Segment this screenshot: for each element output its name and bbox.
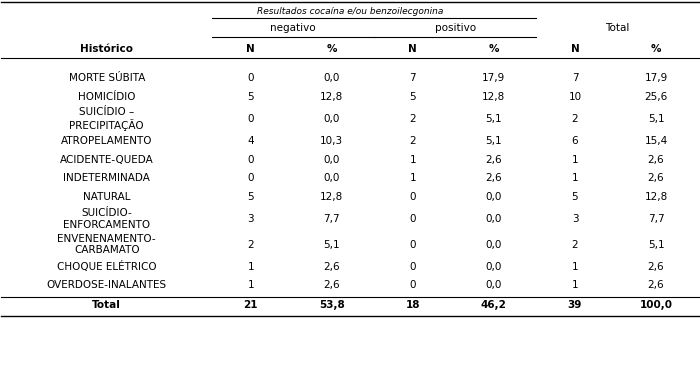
Text: 1: 1	[410, 155, 416, 165]
Text: 12,8: 12,8	[645, 192, 668, 202]
Text: 5: 5	[247, 192, 254, 202]
Text: 2: 2	[572, 240, 578, 250]
Text: 2,6: 2,6	[648, 155, 664, 165]
Text: 1: 1	[572, 173, 578, 183]
Text: 0: 0	[410, 240, 416, 250]
Text: OVERDOSE-INALANTES: OVERDOSE-INALANTES	[47, 280, 167, 290]
Text: SUICÍDIO-
ENFORCAMENTO: SUICÍDIO- ENFORCAMENTO	[63, 208, 150, 230]
Text: 2: 2	[410, 114, 416, 124]
Text: HOMICÍDIO: HOMICÍDIO	[78, 92, 136, 102]
Text: 12,8: 12,8	[320, 192, 344, 202]
Text: 18: 18	[405, 300, 420, 310]
Text: negativo: negativo	[270, 23, 316, 33]
Text: 1: 1	[572, 155, 578, 165]
Text: 0,0: 0,0	[486, 214, 502, 224]
Text: NATURAL: NATURAL	[83, 192, 130, 202]
Text: 5,1: 5,1	[648, 240, 664, 250]
Text: %: %	[326, 44, 337, 54]
Text: 7,7: 7,7	[648, 214, 664, 224]
Text: 2: 2	[247, 240, 254, 250]
Text: 10: 10	[568, 92, 582, 102]
Text: CHOQUE ELÉTRICO: CHOQUE ELÉTRICO	[57, 261, 157, 272]
Text: 0,0: 0,0	[486, 240, 502, 250]
Text: 0: 0	[410, 280, 416, 290]
Text: 53,8: 53,8	[319, 300, 344, 310]
Text: 2,6: 2,6	[323, 262, 340, 272]
Text: Histórico: Histórico	[80, 44, 133, 54]
Text: 1: 1	[572, 280, 578, 290]
Text: 7: 7	[572, 73, 578, 83]
Text: 0,0: 0,0	[323, 155, 340, 165]
Text: 0: 0	[410, 214, 416, 224]
Text: 2,6: 2,6	[486, 173, 502, 183]
Text: 12,8: 12,8	[482, 92, 505, 102]
Text: INDETERMINADA: INDETERMINADA	[63, 173, 150, 183]
Text: 0,0: 0,0	[486, 280, 502, 290]
Text: %: %	[651, 44, 661, 54]
Text: 39: 39	[568, 300, 582, 310]
Text: ATROPELAMENTO: ATROPELAMENTO	[61, 136, 153, 146]
Text: N: N	[246, 44, 255, 54]
Text: 3: 3	[572, 214, 578, 224]
Text: 1: 1	[247, 280, 254, 290]
Text: Resultados cocaína e/ou benzoilecgonina: Resultados cocaína e/ou benzoilecgonina	[257, 7, 443, 16]
Text: 2,6: 2,6	[323, 280, 340, 290]
Text: 0: 0	[410, 192, 416, 202]
Text: 0: 0	[410, 262, 416, 272]
Text: 2: 2	[410, 136, 416, 146]
Text: MORTE SÚBITA: MORTE SÚBITA	[69, 73, 145, 83]
Text: ENVENENAMENTO-
CARBAMATO: ENVENENAMENTO- CARBAMATO	[57, 234, 156, 256]
Text: 5,1: 5,1	[486, 136, 502, 146]
Text: 0: 0	[247, 173, 254, 183]
Text: 0: 0	[247, 114, 254, 124]
Text: 100,0: 100,0	[640, 300, 673, 310]
Text: N: N	[570, 44, 580, 54]
Text: 2,6: 2,6	[648, 280, 664, 290]
Text: 0: 0	[247, 73, 254, 83]
Text: 1: 1	[572, 262, 578, 272]
Text: 2: 2	[572, 114, 578, 124]
Text: 0,0: 0,0	[323, 173, 340, 183]
Text: 5,1: 5,1	[323, 240, 340, 250]
Text: 5: 5	[410, 92, 416, 102]
Text: 21: 21	[244, 300, 258, 310]
Text: Total: Total	[606, 23, 630, 33]
Text: 5: 5	[572, 192, 578, 202]
Text: 6: 6	[572, 136, 578, 146]
Text: 15,4: 15,4	[645, 136, 668, 146]
Text: 46,2: 46,2	[481, 300, 507, 310]
Text: positivo: positivo	[435, 23, 476, 33]
Text: 4: 4	[247, 136, 254, 146]
Text: 12,8: 12,8	[320, 92, 344, 102]
Text: 5,1: 5,1	[648, 114, 664, 124]
Text: 0,0: 0,0	[486, 192, 502, 202]
Text: 2,6: 2,6	[648, 262, 664, 272]
Text: %: %	[489, 44, 499, 54]
Text: N: N	[409, 44, 417, 54]
Text: 0,0: 0,0	[486, 262, 502, 272]
Text: 7,7: 7,7	[323, 214, 340, 224]
Text: 7: 7	[410, 73, 416, 83]
Text: 1: 1	[247, 262, 254, 272]
Text: 1: 1	[410, 173, 416, 183]
Text: ACIDENTE-QUEDA: ACIDENTE-QUEDA	[60, 155, 154, 165]
Text: 0,0: 0,0	[323, 73, 340, 83]
Text: 2,6: 2,6	[486, 155, 502, 165]
Text: 10,3: 10,3	[320, 136, 343, 146]
Text: 17,9: 17,9	[482, 73, 505, 83]
Text: SUICÍDIO –
PRECIPITAÇÃO: SUICÍDIO – PRECIPITAÇÃO	[69, 107, 144, 131]
Text: 0: 0	[247, 155, 254, 165]
Text: 5,1: 5,1	[486, 114, 502, 124]
Text: 3: 3	[247, 214, 254, 224]
Text: 0,0: 0,0	[323, 114, 340, 124]
Text: 2,6: 2,6	[648, 173, 664, 183]
Text: 17,9: 17,9	[645, 73, 668, 83]
Text: 25,6: 25,6	[645, 92, 668, 102]
Text: Total: Total	[92, 300, 121, 310]
Text: 5: 5	[247, 92, 254, 102]
